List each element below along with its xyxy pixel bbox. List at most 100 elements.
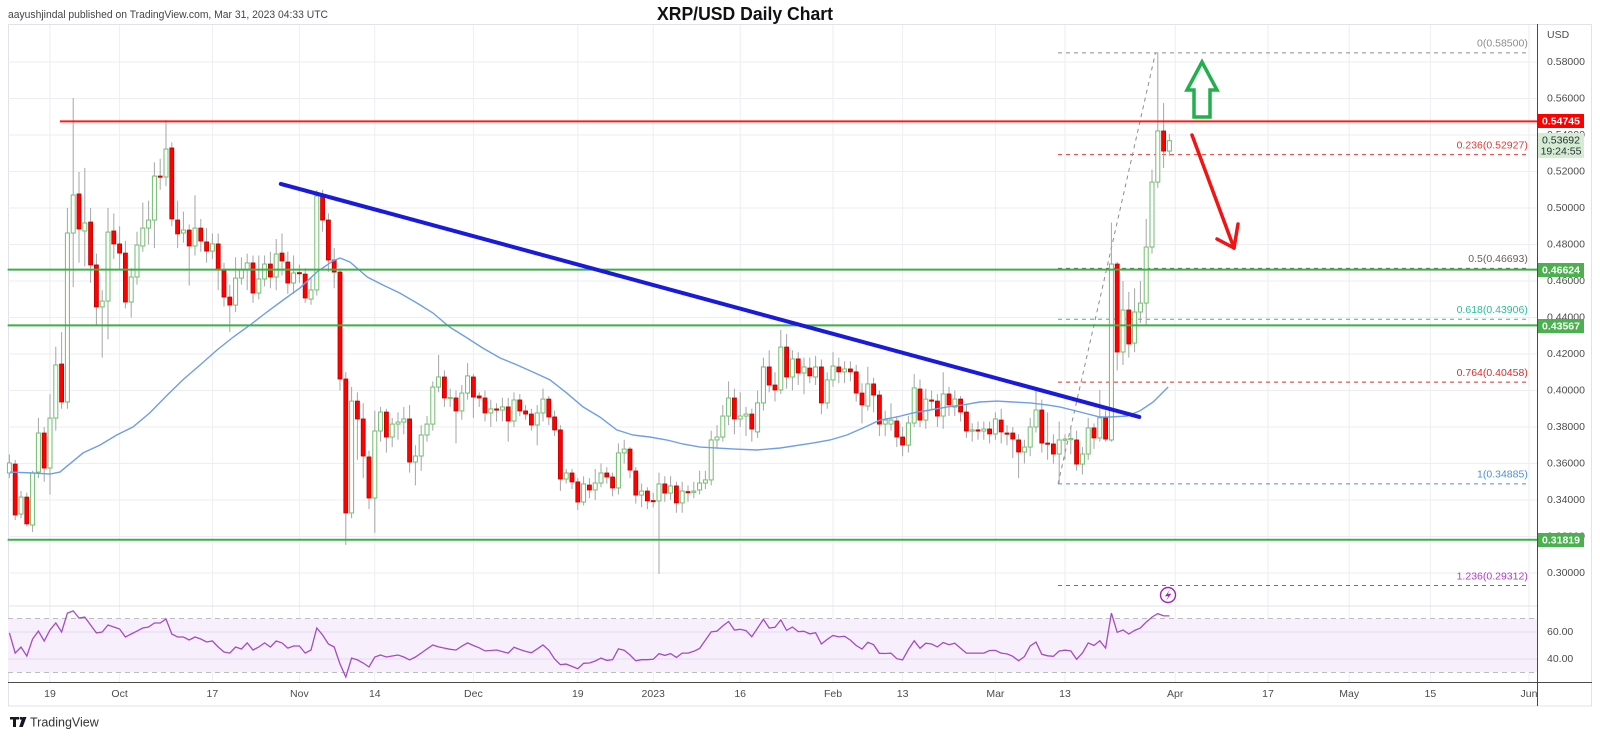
candle-down[interactable]	[674, 485, 679, 504]
candle-up[interactable]	[273, 253, 279, 278]
candle-up[interactable]	[679, 490, 685, 504]
candle-down[interactable]	[917, 388, 923, 421]
candle-up[interactable]	[314, 195, 320, 291]
candle-down[interactable]	[204, 241, 210, 252]
candle-up[interactable]	[430, 386, 436, 425]
candle-up[interactable]	[82, 222, 88, 232]
candle-down[interactable]	[175, 219, 181, 235]
candle-up[interactable]	[598, 472, 604, 484]
candle-up[interactable]	[389, 423, 395, 438]
candle-down[interactable]	[1103, 417, 1108, 440]
candle-down[interactable]	[343, 378, 349, 514]
candle-up[interactable]	[35, 432, 41, 473]
candle-down[interactable]	[169, 147, 175, 220]
candle-down[interactable]	[587, 484, 592, 491]
candle-down[interactable]	[470, 376, 476, 398]
candle-down[interactable]	[569, 472, 575, 483]
candle-up[interactable]	[256, 278, 262, 294]
tradingview-logo[interactable]: TradingView	[10, 716, 100, 730]
candle-up[interactable]	[621, 448, 627, 454]
candle-up[interactable]	[1108, 263, 1114, 441]
candle-up[interactable]	[418, 434, 424, 457]
candle-down[interactable]	[853, 371, 859, 394]
candle-up[interactable]	[540, 398, 546, 414]
candle-down[interactable]	[482, 397, 488, 414]
candle-down[interactable]	[546, 398, 552, 418]
candlestick-series[interactable]	[6, 52, 1172, 574]
descending-trendline[interactable]	[278, 181, 1142, 419]
candle-up[interactable]	[64, 232, 70, 403]
candle-up[interactable]	[801, 366, 807, 374]
candle-up[interactable]	[192, 227, 198, 247]
candle-up[interactable]	[1137, 302, 1143, 313]
candle-up[interactable]	[534, 412, 540, 426]
candle-up[interactable]	[865, 383, 871, 407]
candle-up[interactable]	[238, 269, 244, 279]
candle-down[interactable]	[871, 383, 876, 396]
candle-up[interactable]	[465, 375, 471, 394]
candle-up[interactable]	[412, 455, 418, 463]
candle-up[interactable]	[992, 418, 998, 435]
candle-down[interactable]	[575, 481, 581, 503]
candle-up[interactable]	[726, 397, 732, 417]
candle-up[interactable]	[743, 413, 749, 417]
candle-down[interactable]	[221, 269, 227, 298]
candle-up[interactable]	[1166, 140, 1172, 152]
candle-down[interactable]	[157, 175, 163, 178]
candle-up[interactable]	[436, 376, 442, 388]
candle-down[interactable]	[894, 420, 900, 438]
candle-up[interactable]	[720, 415, 726, 438]
candle-down[interactable]	[285, 261, 291, 284]
candle-up[interactable]	[813, 366, 819, 378]
candle-down[interactable]	[296, 272, 302, 275]
candle-up[interactable]	[291, 272, 297, 284]
candle-up[interactable]	[6, 462, 12, 474]
candle-up[interactable]	[969, 429, 975, 432]
candle-down[interactable]	[320, 194, 326, 221]
candle-down[interactable]	[1051, 443, 1056, 455]
candle-down[interactable]	[12, 463, 18, 516]
candle-up[interactable]	[1033, 409, 1039, 428]
candle-down[interactable]	[227, 296, 233, 306]
candle-up[interactable]	[691, 490, 697, 493]
candle-down[interactable]	[732, 397, 737, 420]
candle-up[interactable]	[905, 422, 911, 446]
candle-down[interactable]	[610, 476, 615, 489]
candle-up[interactable]	[1056, 439, 1062, 455]
candle-down[interactable]	[529, 413, 534, 426]
candle-down[interactable]	[859, 392, 865, 406]
candle-down[interactable]	[383, 411, 389, 438]
candle-up[interactable]	[708, 439, 714, 481]
candle-up[interactable]	[1097, 417, 1103, 439]
candle-down[interactable]	[877, 394, 882, 425]
candle-up[interactable]	[1027, 426, 1033, 448]
candle-down[interactable]	[795, 358, 801, 374]
candle-up[interactable]	[401, 418, 407, 423]
candle-down[interactable]	[198, 227, 204, 242]
candle-down[interactable]	[1114, 263, 1120, 353]
candle-up[interactable]	[378, 411, 384, 432]
candle-up[interactable]	[668, 485, 674, 494]
candle-down[interactable]	[441, 376, 447, 399]
candle-up[interactable]	[1068, 437, 1074, 441]
candle-down[interactable]	[1074, 439, 1079, 465]
candle-up[interactable]	[233, 277, 239, 306]
candle-down[interactable]	[807, 367, 813, 377]
candle-down[interactable]	[552, 416, 557, 431]
candle-up[interactable]	[755, 402, 761, 433]
candle-up[interactable]	[830, 365, 836, 381]
candle-up[interactable]	[70, 194, 76, 234]
candle-down[interactable]	[1004, 432, 1010, 435]
candle-up[interactable]	[981, 428, 987, 432]
candle-up[interactable]	[349, 400, 355, 514]
candle-up[interactable]	[882, 419, 888, 425]
candle-down[interactable]	[366, 456, 372, 499]
candle-down[interactable]	[1091, 427, 1097, 439]
candle-up[interactable]	[911, 387, 917, 424]
candle-down[interactable]	[215, 243, 221, 271]
candle-up[interactable]	[1085, 427, 1091, 455]
candle-down[interactable]	[250, 262, 256, 294]
rsi-line-layer[interactable]	[8, 610, 1170, 679]
candle-down[interactable]	[279, 252, 285, 262]
